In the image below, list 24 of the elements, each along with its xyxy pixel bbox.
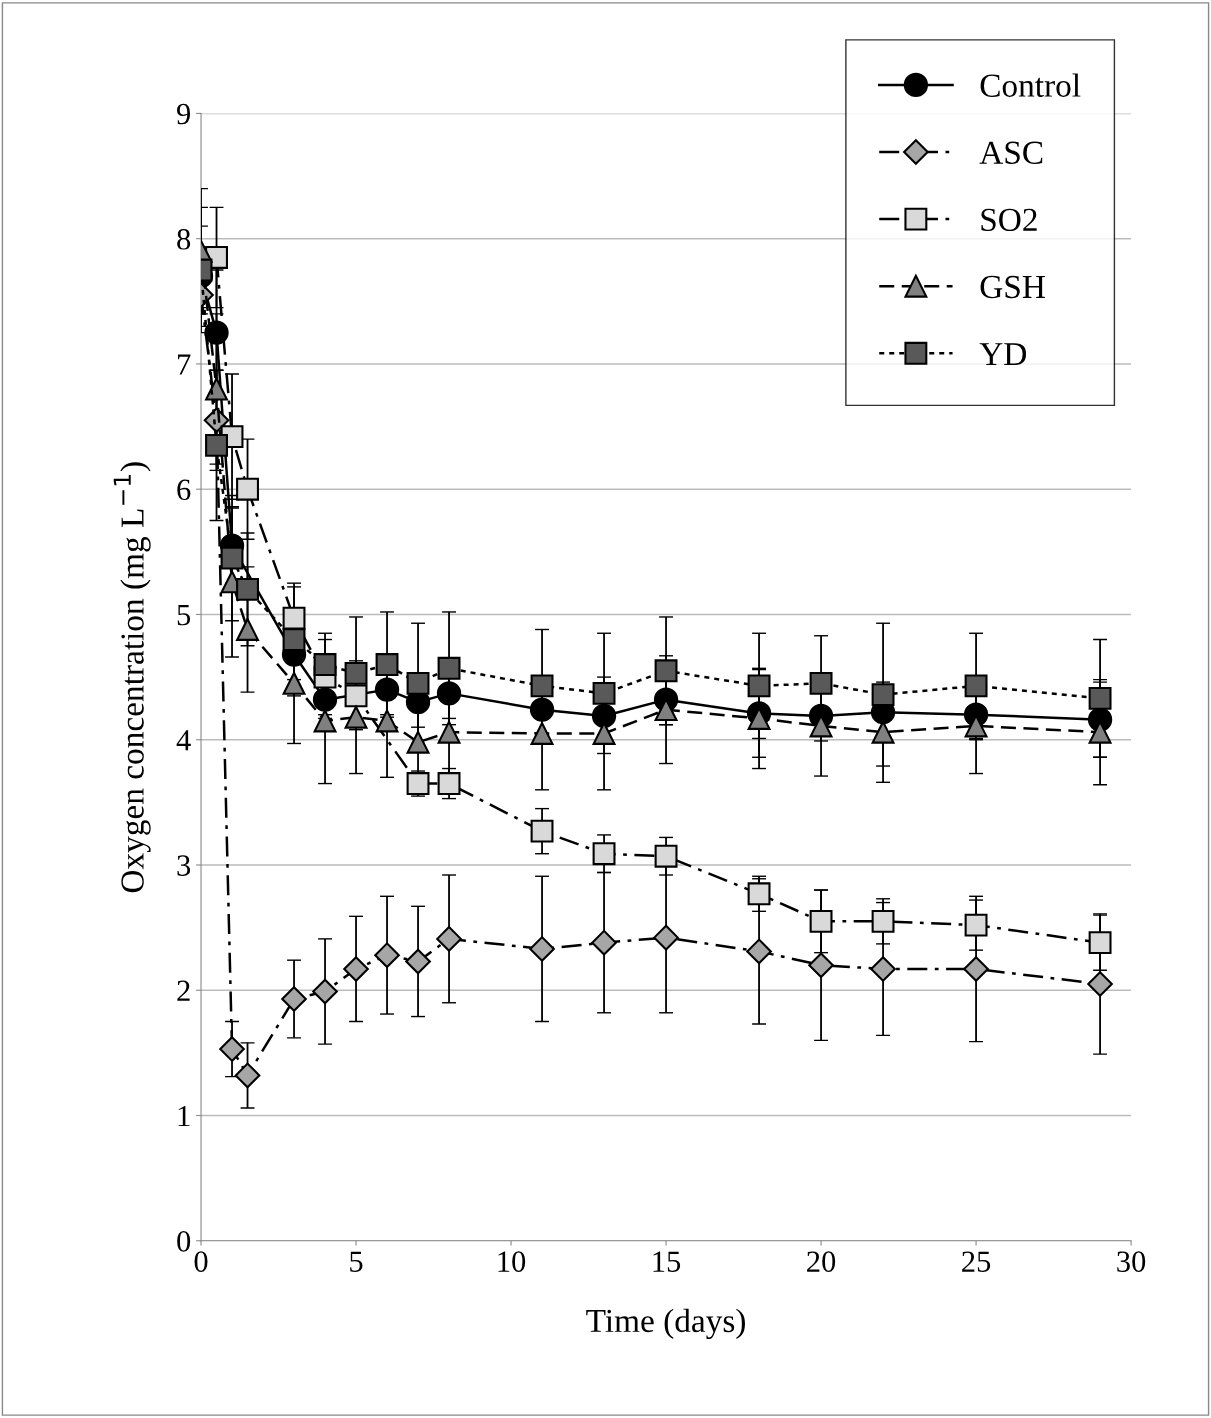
y-tick-label: 0	[177, 1231, 191, 1252]
y-tick-label: 8	[177, 228, 191, 250]
y-tick-label: 9	[177, 103, 191, 125]
y-axis-title: Oxygen concentration (mg L$^{−1}$)	[113, 462, 151, 893]
legend-label: YD	[979, 343, 1027, 366]
y-tick-label: 3	[177, 855, 191, 876]
x-tick-label: 10	[498, 1251, 526, 1272]
y-tick-label: 7	[178, 354, 191, 375]
legend-label: ASC	[979, 141, 1043, 165]
x-tick-label: 5	[350, 1251, 363, 1272]
x-axis-title: Time (days)	[586, 1308, 745, 1340]
y-tick-label: 6	[177, 479, 191, 501]
legend-label: GSH	[980, 275, 1045, 299]
legend-label: Control	[980, 73, 1081, 97]
x-tick-label: 25	[962, 1251, 991, 1272]
y-tick-label: 5	[177, 605, 191, 626]
x-tick-label: 20	[807, 1251, 836, 1272]
x-tick-label: 0	[194, 1251, 208, 1272]
y-tick-label: 1	[178, 1105, 190, 1127]
legend-label: SO2	[981, 208, 1037, 232]
x-tick-label: 15	[653, 1251, 681, 1272]
y-tick-label: 4	[176, 730, 191, 751]
y-tick-label: 2	[177, 980, 190, 1001]
x-tick-label: 30	[1117, 1251, 1146, 1272]
